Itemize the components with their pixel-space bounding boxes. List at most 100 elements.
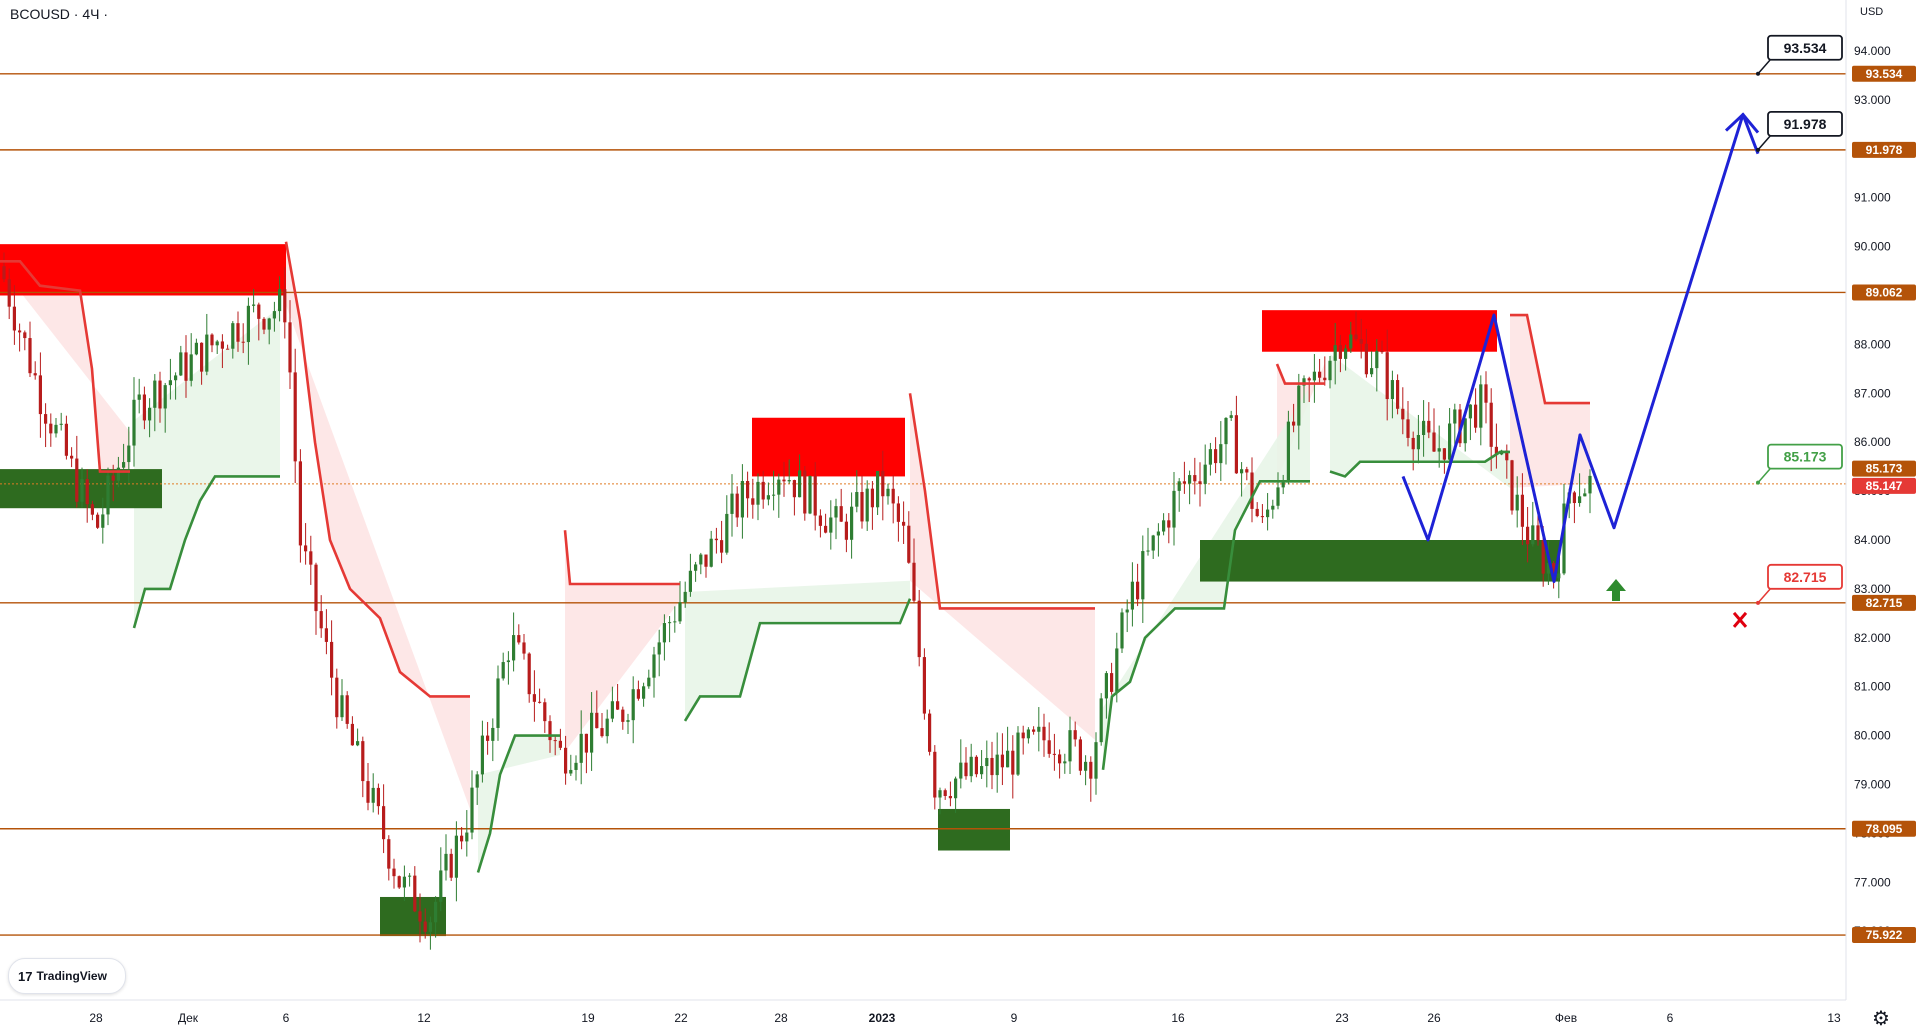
candle-body [158,380,162,409]
candle-body [1198,481,1202,484]
candle-body [642,686,646,699]
candle-body [1349,334,1353,349]
candle-body [1188,475,1192,484]
candle-body [340,695,344,718]
candle-body [1125,609,1129,613]
candle-body [236,323,240,342]
candle-body [1323,377,1327,381]
candle-body [673,621,677,623]
candle-body [1063,761,1067,764]
candle-body [553,740,557,742]
trailing-stop-up [1329,450,1510,478]
price-tag [1852,460,1916,477]
candle-body [179,352,183,376]
candle-body [1104,673,1108,699]
x-tick-label: 28 [774,1011,788,1025]
candle-body [7,279,11,307]
trailing-stop-area-up [1330,354,1510,488]
candle-body [319,611,323,629]
demand-zone [938,808,1010,851]
candle-body [974,756,978,775]
candle-body [1141,551,1145,600]
candle-body [865,488,869,522]
candle-body [1208,449,1212,465]
candle-body [376,787,380,807]
candle-body [683,591,687,603]
trailing-stop-down [1275,363,1325,385]
candle-body [891,488,895,504]
level-price-tag [1852,594,1916,611]
candle-body [766,495,770,500]
candle-body [1406,419,1410,438]
y-tick-label: 94.000 [1854,44,1891,58]
candle-body [1572,492,1576,504]
candle-body [361,741,365,782]
candle-body [782,479,786,482]
candle-body [943,790,947,797]
candle-body [1110,673,1114,692]
candle-body [116,467,120,481]
candle-body [1338,345,1342,359]
x-tick-label: 22 [674,1011,688,1025]
candle-body [1026,729,1030,739]
candle-body [1042,726,1046,741]
candle-body [746,481,750,499]
candle-body [350,723,354,746]
candle-body [1505,450,1509,461]
candle-body [1245,469,1249,473]
candle-body [142,394,146,421]
trailing-stop-up [1101,480,1310,770]
demand-zone [1200,540,1560,582]
candle-body [205,334,209,372]
candle-body [1193,475,1197,482]
candle-body [1120,612,1124,649]
candle-body [1557,573,1561,579]
candle-body [512,635,516,661]
candle-body [709,538,713,567]
candle-body [324,628,328,642]
candle-body [964,762,968,777]
level-price-label: 91.978 [1866,143,1903,157]
candle-body [262,318,266,330]
candle-body [1260,516,1264,518]
x-tick-label: 19 [581,1011,595,1025]
tradingview-logo[interactable]: 17 TradingView [8,958,126,994]
candle-body [917,600,921,658]
callout-label: 93.534 [1784,40,1827,56]
candle-body [1380,351,1384,353]
candle-body [330,641,334,678]
candle-body [1468,404,1472,419]
time-axis: 28 Дек 6 12 19 22 28 2023 9 16 23 26 Фев 6 13 [0,999,1846,1036]
gear-icon[interactable]: ⚙ [1872,1008,1890,1030]
candle-body [538,701,542,703]
candle-body [959,762,963,779]
candle-body [1416,435,1420,450]
candle-body [454,835,458,878]
candle-body [1286,421,1290,481]
candle-body [215,341,219,346]
callout-box [1767,443,1843,470]
candle-body [1515,494,1519,511]
callout-label: 82.715 [1784,569,1827,585]
candle-body [434,901,438,923]
candle-body [902,521,906,526]
candle-body [168,380,172,386]
candle-body [1182,481,1186,484]
candle-body [1463,418,1467,444]
candle-body [896,503,900,522]
currency-selector[interactable]: USD [1860,6,1884,18]
candle-body [1032,729,1036,732]
candle-body [174,375,178,381]
candle-body [298,461,302,546]
x-tick-label: 2023 [869,1011,896,1025]
candle-body [408,875,412,877]
y-tick-label: 84.000 [1854,533,1891,547]
symbol-title: BCOUSD · 4Ч · [10,6,109,22]
candle-body [1214,449,1218,464]
candle-body [1037,726,1041,732]
candle-body [59,423,63,425]
candle-body [605,718,609,737]
candle-body [80,479,84,502]
x-tick-label: 28 [89,1011,103,1025]
